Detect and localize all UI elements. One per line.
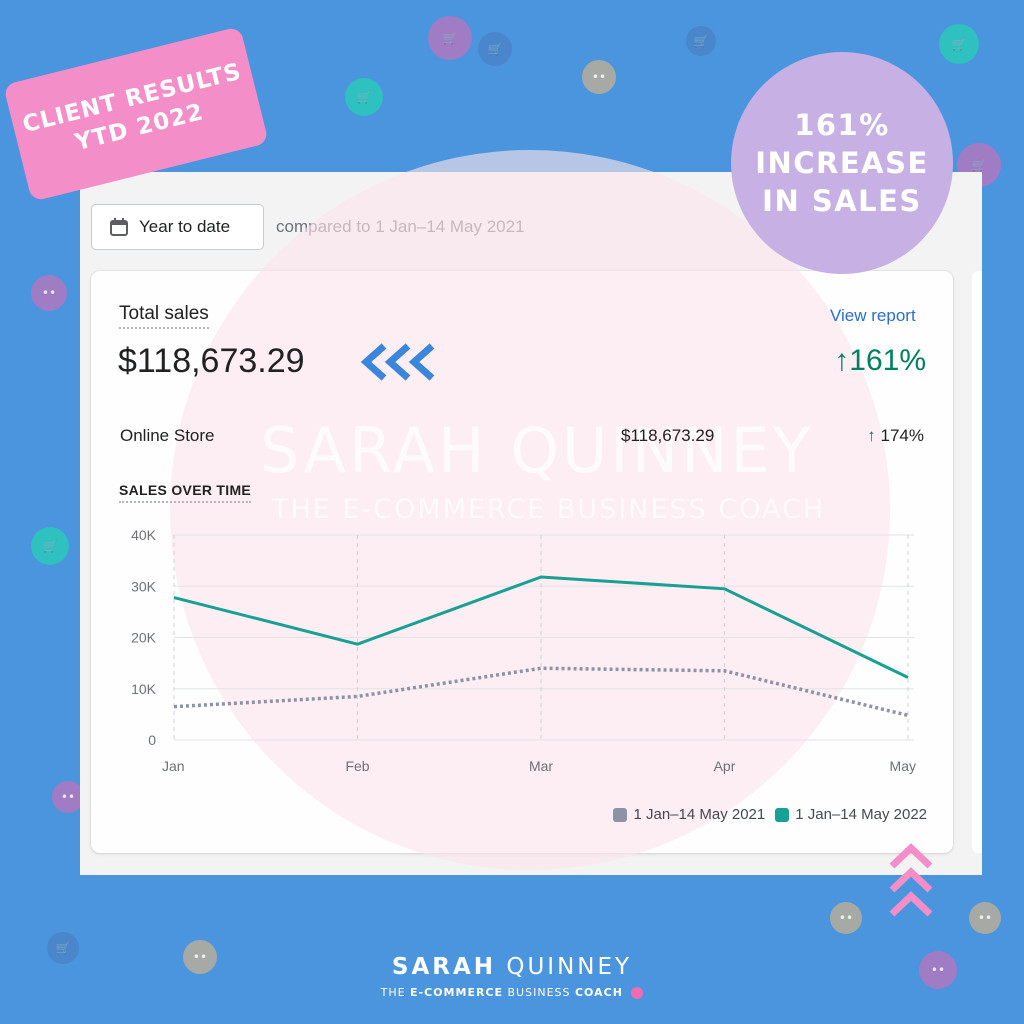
bubble-line-2: INCREASE (755, 145, 929, 180)
channel-growth-value: 174% (880, 426, 924, 445)
cart-dot-icon: 🛒 (31, 527, 69, 565)
footer-name-light: QUINNEY (506, 954, 633, 980)
total-sales-label: Total sales (119, 303, 209, 329)
cart-logo-icon (631, 987, 644, 999)
y-tick-label: 10K (131, 681, 157, 697)
cart-dot-icon: •• (830, 902, 862, 934)
cart-dot-icon: •• (31, 275, 67, 311)
y-tick-label: 40K (131, 527, 157, 543)
footer-tagline: THE E-COMMERCE BUSINESS COACH (0, 986, 1024, 999)
bubble-line-3: IN SALES (762, 184, 922, 219)
cart-dot-icon: 🛒 (428, 16, 472, 60)
channel-growth: ↑ 174% (867, 426, 924, 446)
legend-item-2021[interactable]: 1 Jan–14 May 2021 (613, 806, 765, 823)
x-tick-label: May (890, 758, 916, 774)
legend-swatch-2021 (613, 807, 628, 822)
chart-legend: 1 Jan–14 May 2021 1 Jan–14 May 2022 (603, 806, 927, 823)
cart-dot-icon: •• (582, 60, 616, 94)
legend-item-2022[interactable]: 1 Jan–14 May 2022 (775, 806, 927, 823)
left-chevrons-icon (360, 343, 435, 381)
footer-name-bold: SARAH (391, 954, 497, 980)
footer-brand-name: SARAH QUINNEY (0, 954, 1024, 980)
footer-sub-bold2: COACH (574, 986, 623, 999)
channel-value: $118,673.29 (621, 426, 715, 445)
cart-dot-icon: 🛒 (478, 32, 512, 66)
compare-text: compared to 1 Jan–14 May 2021 (276, 217, 525, 236)
x-tick-label: Mar (529, 758, 553, 774)
cart-dot-icon: 🛒 (686, 26, 716, 56)
x-tick-label: Feb (345, 758, 369, 774)
cart-dot-icon: •• (183, 940, 217, 974)
y-tick-label: 30K (131, 578, 157, 594)
date-range-label: Year to date (139, 217, 231, 236)
total-sales-value: $118,673.29 (118, 342, 305, 380)
view-report-link[interactable]: View report (830, 306, 916, 325)
series-line-0 (173, 666, 909, 718)
legend-label-2022: 1 Jan–14 May 2022 (795, 806, 927, 823)
calendar-icon (110, 218, 128, 236)
cart-dot-icon: •• (52, 781, 84, 813)
footer-sub-post: BUSINESS (507, 986, 571, 999)
increase-bubble: 161% INCREASE IN SALES (731, 52, 953, 274)
x-tick-label: Jan (162, 758, 185, 774)
sales-over-time-title: SALES OVER TIME (119, 482, 252, 503)
cart-dot-icon: 🛒 (939, 24, 979, 64)
up-chevrons-icon (889, 843, 933, 917)
x-tick-label: Apr (714, 758, 736, 774)
cart-dot-icon: •• (969, 902, 1001, 934)
cart-dot-icon: 🛒 (47, 932, 79, 964)
legend-swatch-2022 (775, 807, 790, 822)
cart-dot-icon: •• (919, 951, 957, 989)
cart-dot-icon: 🛒 (345, 78, 383, 116)
footer-sub-bold: E-COMMERCE (410, 986, 504, 999)
y-tick-label: 0 (148, 732, 156, 748)
bubble-line-1: 161% (794, 107, 890, 142)
growth-value: 161% (849, 344, 926, 377)
date-range-button[interactable]: Year to date (91, 204, 264, 250)
legend-label-2021: 1 Jan–14 May 2021 (633, 806, 766, 823)
next-card-edge (972, 271, 982, 853)
sales-line-chart: 40K 30K 20K 10K 0 Jan Feb Mar Apr May (131, 527, 916, 774)
total-growth: ↑161% (834, 344, 926, 378)
growth-arrow-icon: ↑ (834, 344, 850, 377)
y-tick-label: 20K (131, 630, 157, 646)
footer-sub-pre: THE (380, 986, 406, 999)
channel-label: Online Store (120, 426, 215, 445)
channel-growth-arrow-icon: ↑ (867, 426, 876, 445)
